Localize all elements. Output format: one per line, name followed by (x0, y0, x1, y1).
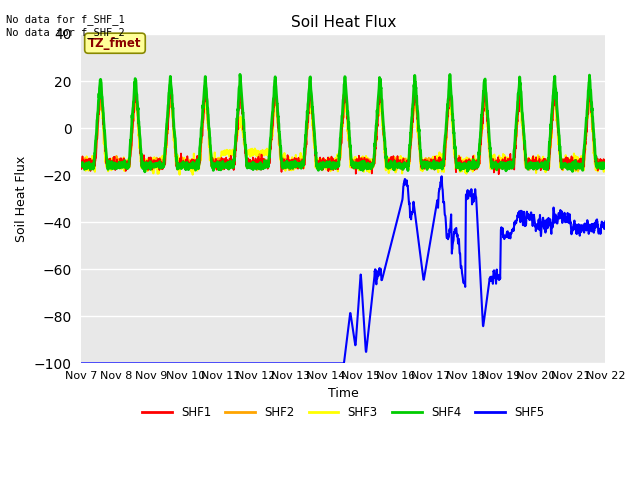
SHF4 (370, 155, 378, 161)
SHF1 (556, 148, 563, 154)
SHF5 (370, 282, 378, 288)
SHF4 (236, 72, 244, 77)
SHF2 (570, 161, 577, 167)
SHF3 (189, 172, 196, 178)
SHF1 (496, 162, 504, 168)
SHF2 (358, 163, 366, 168)
SHF3 (602, 159, 609, 165)
SHF4 (358, 164, 366, 169)
X-axis label: Time: Time (328, 386, 358, 399)
Text: No data for f_SHF_1
No data for f_SHF_2: No data for f_SHF_1 No data for f_SHF_2 (6, 14, 125, 38)
SHF4 (141, 169, 148, 175)
SHF1 (224, 162, 232, 168)
SHF3 (358, 162, 366, 168)
SHF2 (411, 77, 419, 83)
SHF1 (570, 160, 578, 166)
SHF1 (358, 156, 366, 162)
SHF5 (438, 173, 445, 179)
SHF5 (602, 219, 609, 225)
SHF3 (496, 160, 504, 166)
SHF4 (224, 160, 232, 166)
SHF4 (556, 137, 563, 143)
SHF4 (570, 161, 578, 167)
SHF1 (167, 80, 175, 85)
SHF3 (570, 151, 578, 156)
SHF3 (224, 147, 232, 153)
SHF5 (570, 221, 577, 227)
Legend: SHF1, SHF2, SHF3, SHF4, SHF5: SHF1, SHF2, SHF3, SHF4, SHF5 (138, 401, 549, 423)
SHF1 (602, 162, 609, 168)
SHF2 (495, 163, 503, 168)
Line: SHF5: SHF5 (81, 176, 605, 363)
SHF3 (556, 151, 563, 157)
SHF5 (223, 360, 231, 366)
SHF5 (77, 360, 85, 366)
SHF5 (495, 274, 503, 280)
SHF3 (481, 84, 488, 90)
Line: SHF4: SHF4 (81, 74, 605, 172)
SHF1 (370, 158, 378, 164)
SHF4 (496, 165, 504, 170)
SHF2 (572, 168, 580, 173)
Line: SHF2: SHF2 (81, 80, 605, 170)
SHF5 (358, 290, 366, 296)
SHF5 (556, 212, 563, 217)
Text: TZ_fmet: TZ_fmet (88, 37, 141, 50)
SHF4 (77, 162, 85, 168)
SHF2 (370, 162, 378, 168)
SHF2 (602, 161, 609, 167)
SHF4 (602, 162, 609, 168)
SHF2 (223, 158, 231, 164)
Line: SHF3: SHF3 (81, 87, 605, 175)
Title: Soil Heat Flux: Soil Heat Flux (291, 15, 396, 30)
SHF3 (370, 163, 378, 168)
SHF2 (556, 136, 563, 142)
SHF3 (77, 160, 85, 166)
SHF1 (77, 158, 85, 164)
Line: SHF1: SHF1 (81, 83, 605, 174)
SHF2 (77, 163, 85, 169)
SHF1 (495, 171, 502, 177)
Y-axis label: Soil Heat Flux: Soil Heat Flux (15, 156, 28, 242)
